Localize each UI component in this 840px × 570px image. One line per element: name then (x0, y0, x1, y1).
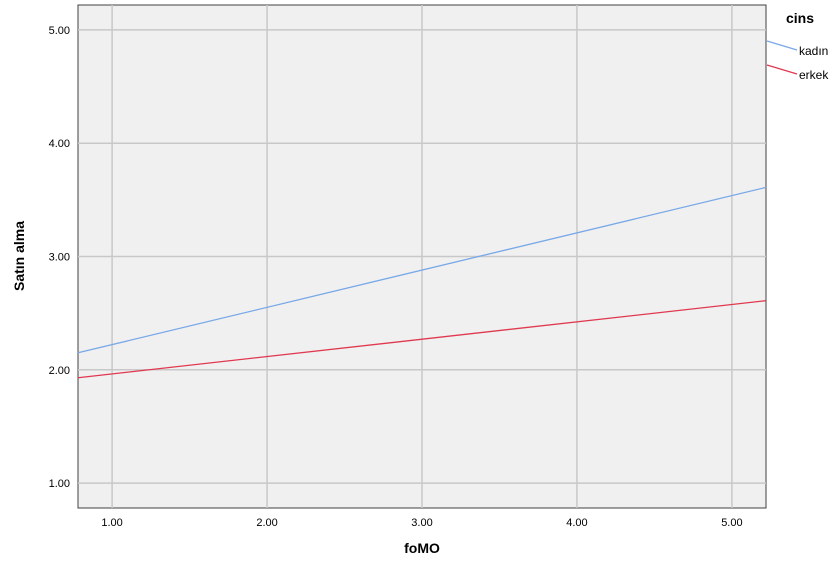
legend: cins kadın erkek (766, 10, 829, 82)
x-tick-labels: 1.00 2.00 3.00 4.00 5.00 (101, 517, 742, 529)
x-tick-label: 4.00 (566, 517, 587, 529)
y-tick-label: 2.00 (49, 365, 70, 377)
y-tick-labels: 1.00 2.00 3.00 4.00 5.00 (49, 25, 70, 490)
series-line (77, 186, 767, 354)
series-lines (77, 186, 767, 379)
legend-title: cins (786, 10, 814, 26)
y-gridlines (78, 29, 766, 484)
x-axis-title: foMO (404, 540, 440, 556)
y-tick-label: 3.00 (49, 252, 70, 264)
y-tick-label: 5.00 (49, 25, 70, 37)
legend-swatch (766, 40, 798, 51)
y-tick-label: 4.00 (49, 138, 70, 150)
series-line (77, 300, 767, 379)
legend-label: kadın (799, 44, 828, 58)
y-axis-title: Satın alma (11, 221, 27, 291)
legend-label: erkek (799, 68, 829, 82)
y-tick-label: 1.00 (49, 478, 70, 490)
legend-swatch (766, 64, 798, 75)
x-tick-label: 3.00 (411, 517, 432, 529)
x-tick-label: 5.00 (721, 517, 742, 529)
x-tick-label: 1.00 (101, 517, 122, 529)
x-tick-label: 2.00 (256, 517, 277, 529)
